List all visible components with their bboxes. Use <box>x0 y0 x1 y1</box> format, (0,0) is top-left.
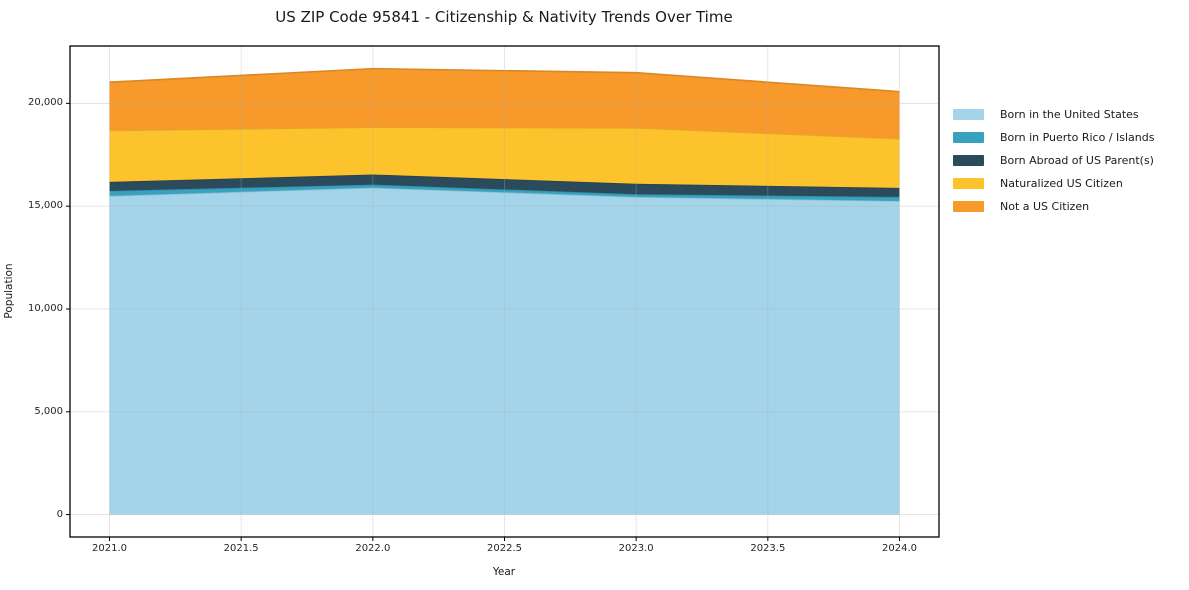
legend-label: Born Abroad of US Parent(s) <box>1000 154 1154 167</box>
gridlines <box>70 46 939 537</box>
area-naturalized-us-citizen <box>109 127 900 188</box>
area-born-abroad-of-us-parent-s <box>109 174 900 197</box>
x-tick-label: 2024.0 <box>882 543 917 554</box>
x-tick-label: 2023.5 <box>750 543 786 554</box>
legend-label: Naturalized US Citizen <box>1000 177 1123 190</box>
legend-label: Born in Puerto Rico / Islands <box>1000 131 1155 144</box>
legend-swatch <box>953 178 984 189</box>
legend-swatch <box>953 109 984 120</box>
area-born-in-puerto-rico-islands <box>109 184 900 202</box>
area-not-a-us-citizen <box>109 68 900 139</box>
x-axis-label: Year <box>492 566 516 578</box>
legend-label: Not a US Citizen <box>1000 200 1090 213</box>
legend-item-born-in-the-united-states: Born in the United States <box>953 103 1154 126</box>
legend-swatch <box>953 201 984 212</box>
legend: Born in the United States Born in Puerto … <box>953 103 1154 218</box>
x-tick-label: 2022.0 <box>355 543 391 554</box>
legend-item-naturalized-us-citizen: Naturalized US Citizen <box>953 172 1154 195</box>
y-tick-label: 15,000 <box>28 200 63 212</box>
area-born-in-the-united-states <box>109 187 900 515</box>
legend-item-not-a-us-citizen: Not a US Citizen <box>953 195 1154 218</box>
y-tick-label: 5,000 <box>34 405 63 417</box>
legend-label: Born in the United States <box>1000 108 1139 121</box>
legend-swatch <box>953 155 984 166</box>
x-tick-label: 2023.0 <box>618 543 654 554</box>
area-edge-not-a-us-citizen <box>109 67 900 93</box>
y-tick-label: 10,000 <box>28 302 63 314</box>
tick-marks <box>66 102 900 541</box>
x-tick-label: 2022.5 <box>487 543 522 554</box>
legend-item-born-abroad-of-us-parent-s: Born Abroad of US Parent(s) <box>953 149 1154 172</box>
x-tick-label: 2021.0 <box>92 543 127 554</box>
chart-title: US ZIP Code 95841 - Citizenship & Nativi… <box>275 8 733 26</box>
x-tick-label: 2021.5 <box>223 543 259 554</box>
stacked-areas <box>109 67 900 515</box>
legend-item-born-in-puerto-rico-islands: Born in Puerto Rico / Islands <box>953 126 1154 149</box>
y-tick-label: 20,000 <box>28 97 63 109</box>
legend-swatch <box>953 132 984 143</box>
y-tick-label: 0 <box>56 508 63 520</box>
